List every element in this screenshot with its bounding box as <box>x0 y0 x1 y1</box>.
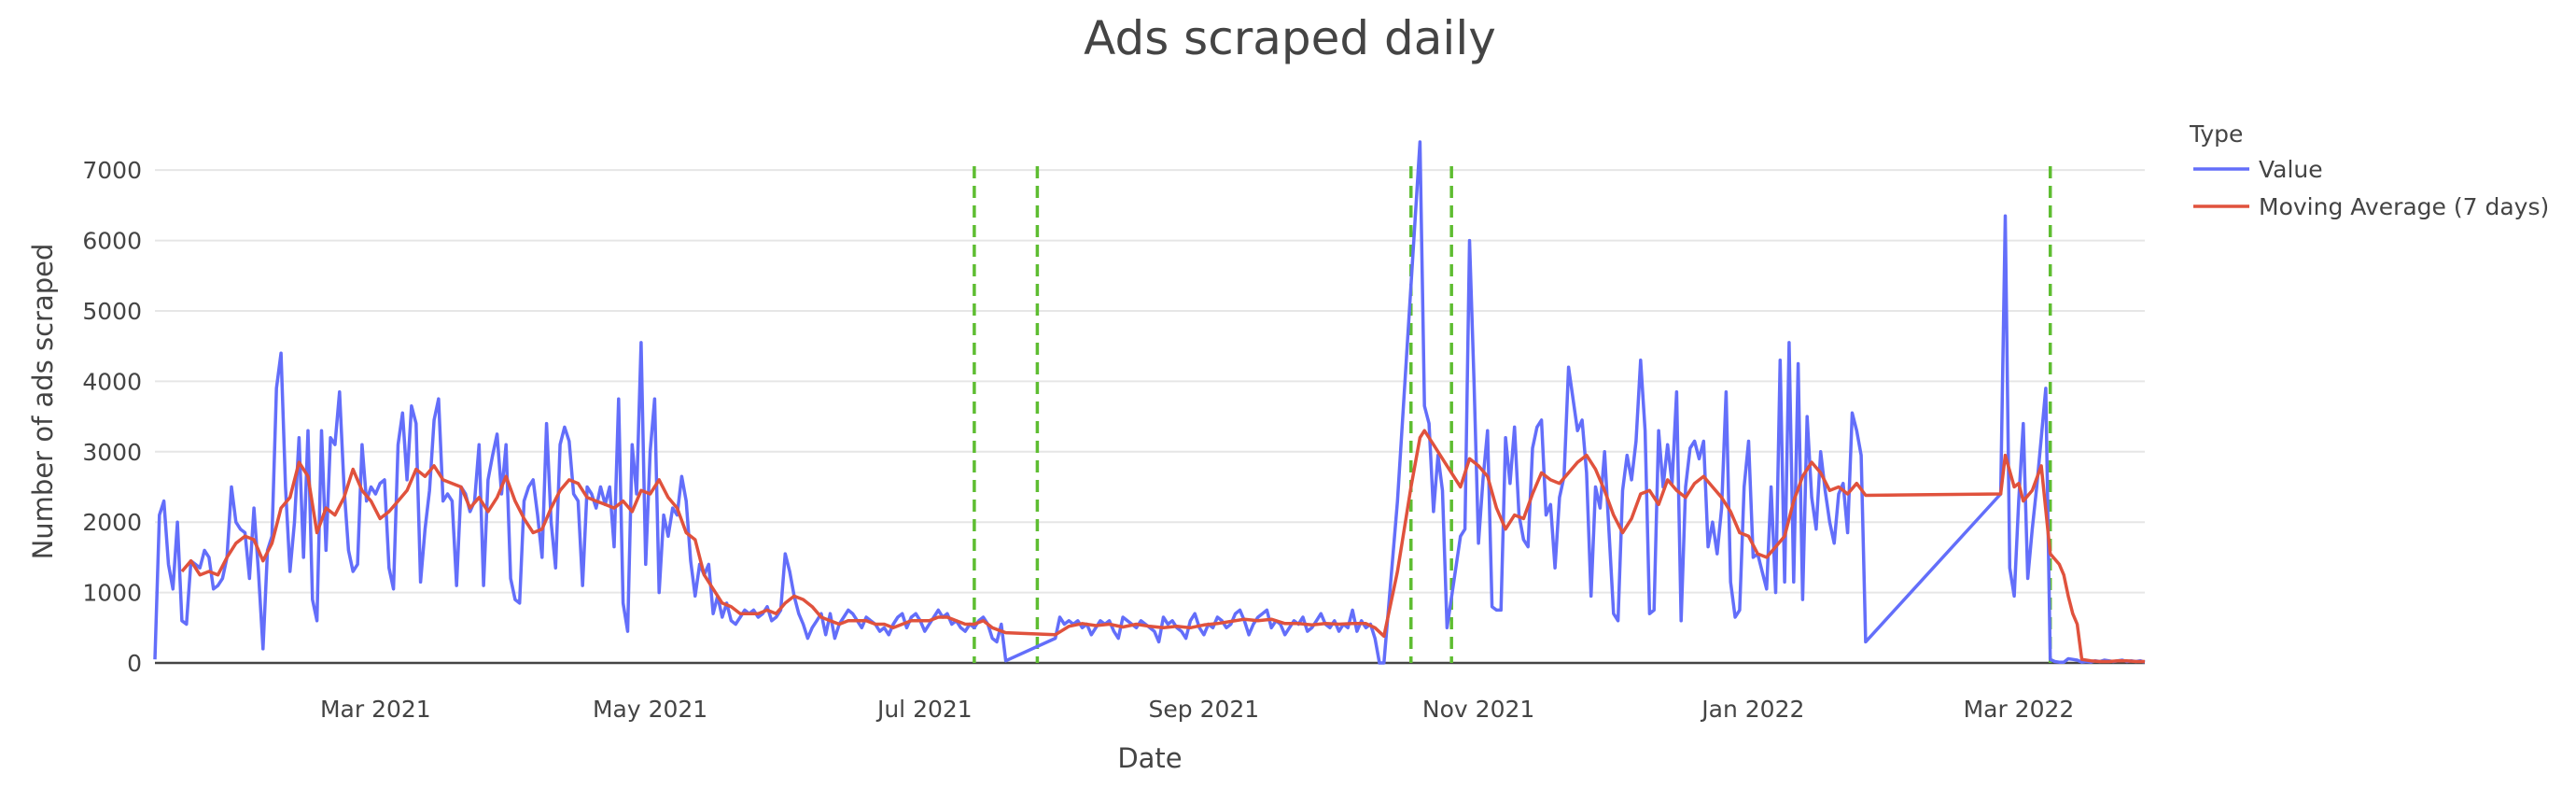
x-tick-label: Mar 2021 <box>320 696 431 723</box>
y-tick-label: 1000 <box>82 580 142 607</box>
legend-label: Value <box>2259 156 2323 183</box>
event-markers <box>973 166 2052 663</box>
legend-item[interactable]: Value <box>2193 156 2323 183</box>
series-line-value <box>153 140 2146 665</box>
legend-title: Type <box>2189 120 2243 148</box>
x-tick-label: Jan 2022 <box>1700 696 1804 723</box>
x-axis-title: Date <box>1117 742 1182 774</box>
legend: Type Value Moving Average (7 days) <box>2189 120 2549 220</box>
y-tick-label: 7000 <box>82 157 142 184</box>
y-tick-label: 4000 <box>82 368 142 395</box>
series-line-moving-average <box>180 429 2145 664</box>
y-tick-label: 3000 <box>82 439 142 466</box>
x-axis: Mar 2021 May 2021 Jul 2021 Sep 2021 Nov 2021… <box>320 696 2074 723</box>
x-tick-label: Jul 2021 <box>875 696 973 723</box>
x-tick-label: May 2021 <box>593 696 707 723</box>
x-tick-label: Sep 2021 <box>1149 696 1260 723</box>
legend-items: Value Moving Average (7 days) <box>2193 156 2549 220</box>
legend-label: Moving Average (7 days) <box>2259 193 2549 220</box>
legend-item[interactable]: Moving Average (7 days) <box>2193 193 2549 220</box>
y-tick-label: 0 <box>127 650 142 677</box>
x-tick-label: Mar 2022 <box>1964 696 2075 723</box>
y-tick-label: 5000 <box>82 298 142 325</box>
x-tick-label: Nov 2021 <box>1422 696 1534 723</box>
series-lines <box>153 140 2146 665</box>
y-axis: 0 1000 2000 3000 4000 5000 6000 7000 <box>82 157 142 677</box>
y-axis-title: Number of ads scraped <box>27 244 59 560</box>
chart-title: Ads scraped daily <box>1084 11 1496 65</box>
y-tick-label: 6000 <box>82 228 142 255</box>
y-tick-label: 2000 <box>82 509 142 536</box>
